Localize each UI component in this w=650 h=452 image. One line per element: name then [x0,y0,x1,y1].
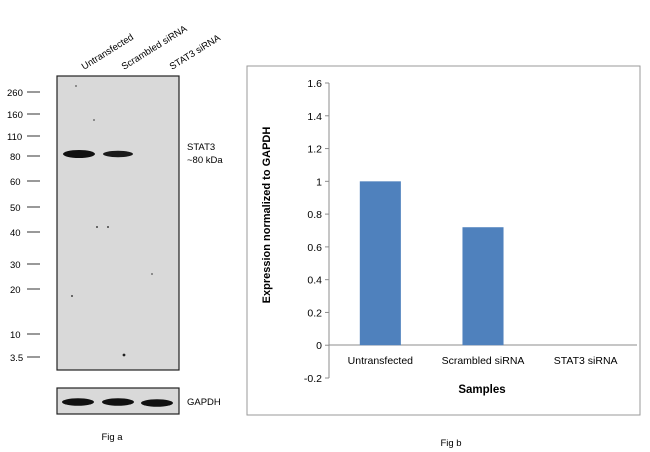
fig-b-caption: Fig b [440,438,461,449]
y-tick-label: 1.6 [307,78,322,90]
gapdh-band [62,398,94,406]
y-tick-label: 0.2 [307,307,322,319]
marker-label: 60 [10,177,21,188]
chart-frame [246,65,641,416]
y-tick-label: 1.4 [307,111,322,123]
blot-speck [107,226,109,228]
bar-chart-panel: -0.2 0 0.2 0.4 0.6 0.8 1 1.2 1.4 1.6 Untransfecte… [246,65,641,449]
marker-label: 260 [7,88,23,99]
gapdh-band [141,399,173,407]
band-label-target: STAT3 [187,142,215,153]
blot-speck [151,273,153,275]
blot-speck [75,85,77,87]
blot-speck [122,353,126,357]
marker-label: 3.5 [10,353,23,364]
x-axis-categories: Untransfected Scrambled siRNA STAT3 siRNA [348,355,618,367]
bar-scrambled-sirna [462,227,504,346]
blot-speck [96,226,98,228]
loading-control-label: GAPDH [187,397,221,408]
marker-ladder: 260 160 110 80 60 50 40 30 20 10 3.5 [7,88,40,364]
marker-label: 110 [7,132,22,143]
stat3-band-scrambled [103,150,133,158]
gapdh-band [102,398,134,406]
x-category-label: Untransfected [348,355,414,367]
y-axis-label: Expression normalized to GAPDH [261,127,273,304]
y-tick-label: 0 [316,340,322,352]
marker-label: 20 [10,285,21,296]
western-blot-panel: Untransfected Scrambled siRNA STAT3 siRN… [7,23,223,443]
marker-label: 80 [10,152,21,163]
marker-label: 40 [10,228,21,239]
y-tick-label: 0.6 [307,242,322,254]
bar-series [359,181,504,346]
y-tick-label: 1 [316,176,322,188]
bar-untransfected [359,181,401,346]
y-tick-label: 0.4 [307,275,322,287]
marker-label: 50 [10,203,21,214]
blot-speck [93,119,95,121]
fig-a-caption: Fig a [101,432,123,443]
blot-membrane [56,75,180,371]
marker-label: 10 [10,330,21,341]
y-axis-ticks: -0.2 0 0.2 0.4 0.6 0.8 1 1.2 1.4 1.6 [304,78,329,385]
marker-label: 160 [7,110,23,121]
y-tick-label: 0.8 [307,209,322,221]
x-axis-label: Samples [458,384,505,396]
x-category-label: STAT3 siRNA [554,355,618,367]
x-category-label: Scrambled siRNA [442,355,525,367]
y-tick-label: 1.2 [307,144,322,156]
y-tick-label: -0.2 [304,373,322,385]
blot-speck [71,295,73,297]
band-label-size: ~80 kDa [187,155,223,166]
marker-label: 30 [10,260,21,271]
stat3-band-untransfected [63,150,95,158]
